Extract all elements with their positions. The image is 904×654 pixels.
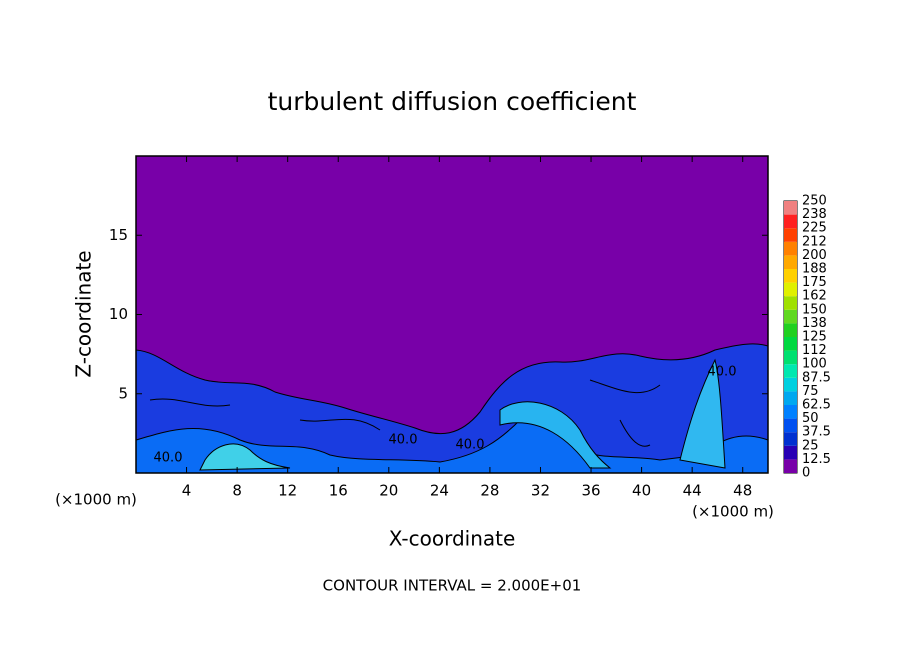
colorbar-bin bbox=[784, 459, 797, 473]
y-tick-label: 5 bbox=[118, 384, 128, 402]
colorbar-label: 162 bbox=[802, 289, 827, 304]
colorbar-bin bbox=[784, 201, 797, 215]
colorbar-label: 212 bbox=[802, 234, 827, 249]
field bbox=[135, 156, 769, 474]
colorbar-label: 100 bbox=[802, 357, 827, 372]
contour-label: 40.0 bbox=[154, 451, 183, 466]
colorbar-bin bbox=[784, 364, 797, 378]
colorbar-bin bbox=[784, 323, 797, 337]
contour-line bbox=[149, 379, 661, 447]
x-tick-label: 40 bbox=[632, 482, 651, 500]
colorbar-bin bbox=[784, 391, 797, 405]
colorbar-label: 188 bbox=[802, 262, 827, 277]
x-tick-label: 20 bbox=[379, 482, 398, 500]
field-region bbox=[679, 358, 726, 469]
contour-label: 40.0 bbox=[456, 438, 485, 453]
colorbar-label: 25 bbox=[802, 438, 819, 453]
colorbar-label: 138 bbox=[802, 316, 827, 331]
colorbar-bin bbox=[784, 377, 797, 392]
x-tick-label: 36 bbox=[581, 482, 600, 500]
y-axis-label: Z-coordinate bbox=[72, 250, 96, 377]
colorbar-label: 75 bbox=[802, 384, 819, 399]
x-tick-label: 16 bbox=[329, 482, 348, 500]
colorbar-label: 238 bbox=[802, 207, 827, 222]
colorbar-label: 250 bbox=[802, 194, 827, 209]
colorbar-bin bbox=[784, 269, 797, 283]
x-tick-label: 4 bbox=[182, 482, 192, 500]
y-tick-label: 10 bbox=[109, 305, 128, 323]
x-unit: (×1000 m) bbox=[692, 503, 774, 521]
colorbar-label: 50 bbox=[802, 411, 819, 426]
colorbar-label: 225 bbox=[802, 221, 827, 236]
field-region bbox=[499, 401, 612, 469]
x-unit: (×1000 m) bbox=[55, 491, 137, 509]
chart-title: turbulent diffusion coefficient bbox=[268, 87, 637, 116]
colorbar-label: 175 bbox=[802, 275, 827, 290]
colorbar-bin bbox=[784, 241, 797, 256]
contour-label: 40.0 bbox=[389, 433, 418, 448]
field-region bbox=[199, 443, 291, 471]
colorbar-label: 200 bbox=[802, 248, 827, 263]
colorbar-label: 37.5 bbox=[802, 425, 831, 440]
colorbar-bin bbox=[784, 214, 797, 229]
contour-label: 40.0 bbox=[708, 365, 737, 380]
colorbar-bin bbox=[784, 255, 797, 269]
x-tick-label: 24 bbox=[430, 482, 449, 500]
x-tick-label: 28 bbox=[480, 482, 499, 500]
x-tick-label: 32 bbox=[531, 482, 550, 500]
colorbar-label: 0 bbox=[802, 466, 810, 481]
colorbar-bin bbox=[784, 296, 797, 310]
colorbar-label: 12.5 bbox=[802, 452, 831, 467]
colorbar-label: 62.5 bbox=[802, 398, 831, 413]
colorbar-bin bbox=[784, 432, 797, 446]
x-tick-label: 44 bbox=[683, 482, 702, 500]
colorbar-label: 150 bbox=[802, 302, 827, 317]
colorbar-bin bbox=[784, 309, 797, 324]
colorbar-bin bbox=[784, 228, 797, 242]
contour-note: CONTOUR INTERVAL = 2.000E+01 bbox=[323, 577, 582, 595]
y-tick-label: 15 bbox=[109, 226, 128, 244]
colorbar-bin bbox=[784, 405, 797, 419]
colorbar-bin bbox=[784, 282, 797, 297]
x-axis-label: X-coordinate bbox=[389, 527, 516, 551]
x-tick-label: 8 bbox=[232, 482, 242, 500]
colorbar-bin bbox=[784, 337, 797, 351]
colorbar-label: 87.5 bbox=[802, 370, 831, 385]
field-region bbox=[135, 343, 769, 474]
x-tick-label: 12 bbox=[278, 482, 297, 500]
colorbar-bin bbox=[784, 350, 797, 365]
colorbar-bin bbox=[784, 418, 797, 433]
colorbar-bin bbox=[784, 445, 797, 460]
x-tick-label: 48 bbox=[733, 482, 752, 500]
field-region bbox=[135, 416, 769, 474]
colorbar-label: 112 bbox=[802, 343, 827, 358]
colorbar-label: 125 bbox=[802, 330, 827, 345]
